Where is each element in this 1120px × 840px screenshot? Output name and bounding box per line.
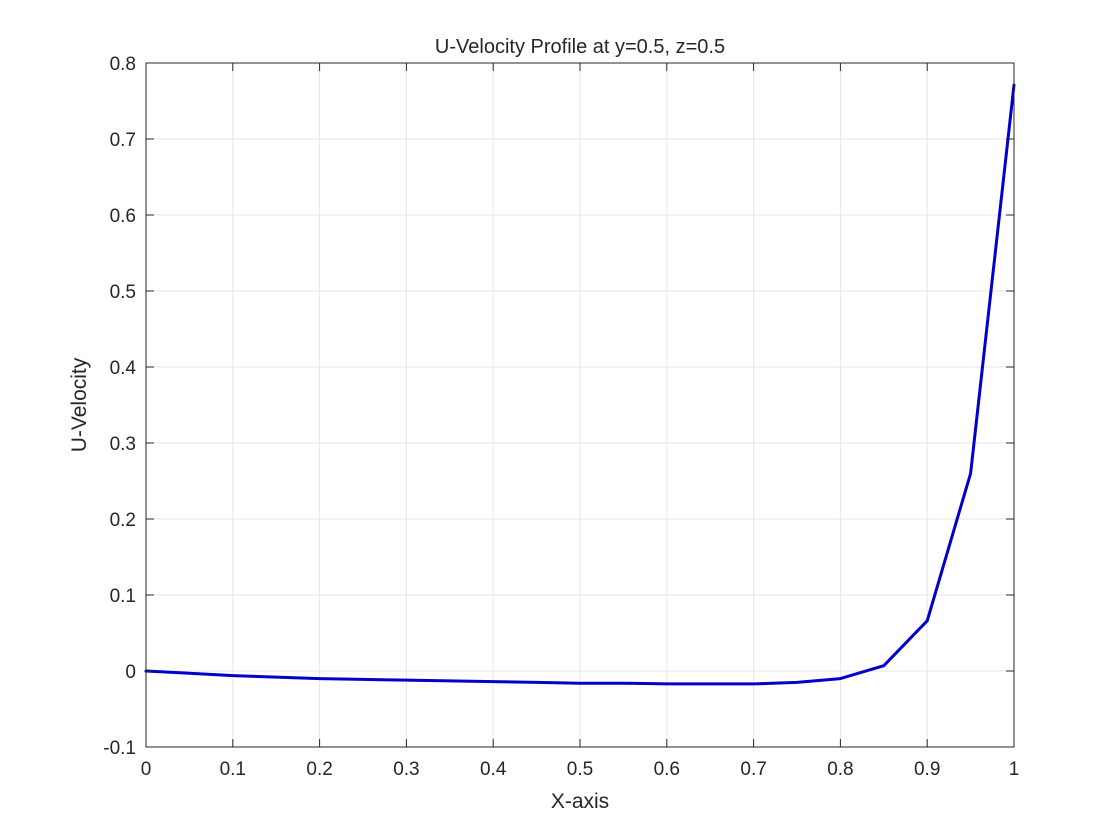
x-tick-label: 0.5 [567,759,593,780]
y-tick-label: 0.2 [110,510,136,531]
x-tick-label: 0.3 [393,759,419,780]
y-tick-label: 0.3 [110,434,136,455]
y-tick-label: 0.4 [110,358,137,379]
x-tick-label: 0.8 [827,759,853,780]
x-tick-label: 1 [1009,759,1020,780]
y-tick-label: 0.6 [110,206,136,227]
x-tick-label: 0.2 [306,759,332,780]
x-tick-label: 0.1 [220,759,246,780]
series-line [144,83,1016,686]
y-axis-title: U-Velocity [68,357,91,452]
x-axis-title: X-axis [551,790,609,813]
x-tick-label: 0.4 [480,759,507,780]
axis-ticks: 0 0.1 0.2 0.3 0.4 0.5 0.6 0.7 0.8 0.9 1-0.100.10.2… [103,54,1019,780]
x-tick-label: 0.9 [914,759,940,780]
y-tick-label: 0.8 [110,54,136,75]
y-tick-label: 0.5 [110,282,136,303]
x-tick-label: 0.6 [654,759,680,780]
y-tick-label: -0.1 [103,738,136,759]
y-tick-label: 0 [125,662,136,683]
x-tick-label: 0 [141,759,152,780]
y-tick-label: 0.7 [110,130,136,151]
chart-title: U-Velocity Profile at y=0.5, z=0.5 [435,36,725,58]
y-tick-label: 0.1 [110,586,136,607]
x-tick-label: 0.7 [740,759,766,780]
series-layer [144,83,1016,686]
